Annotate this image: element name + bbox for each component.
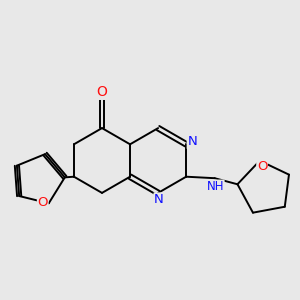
Text: O: O bbox=[38, 196, 48, 209]
Text: NH: NH bbox=[206, 180, 224, 193]
Text: N: N bbox=[154, 193, 164, 206]
Text: O: O bbox=[97, 85, 107, 99]
Text: N: N bbox=[187, 135, 197, 148]
Text: O: O bbox=[257, 160, 267, 172]
